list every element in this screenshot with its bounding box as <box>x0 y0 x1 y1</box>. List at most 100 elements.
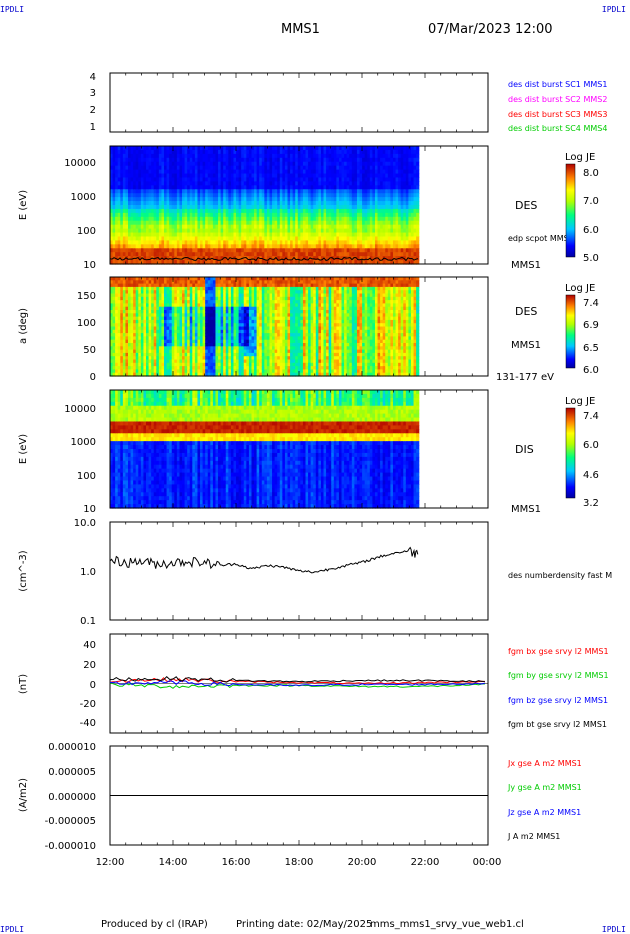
spectrogram-cell <box>182 149 186 155</box>
spectrogram-cell <box>133 339 137 344</box>
spectrogram-cell <box>205 236 209 241</box>
spectrogram-cell <box>400 260 404 265</box>
spectrogram-cell <box>133 216 137 222</box>
spectrogram-cell <box>251 161 255 167</box>
spectrogram-cell <box>112 310 116 314</box>
spectrogram-cell <box>143 149 147 155</box>
spectrogram-cell <box>169 185 173 190</box>
spectrogram-cell <box>300 197 304 202</box>
spectrogram-cell <box>151 343 155 347</box>
spectrogram-cell <box>122 349 127 354</box>
spectrogram-cell <box>148 165 152 171</box>
spectrogram-cell <box>164 244 168 249</box>
spectrogram-cell <box>416 185 420 190</box>
spectrogram-cell <box>382 149 386 155</box>
spectrogram-cell <box>200 181 204 186</box>
spectrogram-cell <box>135 303 139 308</box>
spectrogram-cell <box>140 316 145 321</box>
spectrogram-cell <box>349 224 353 230</box>
spectrogram-cell <box>115 283 119 288</box>
spectrogram-cell <box>128 349 132 354</box>
spectrogram-cell <box>336 216 340 222</box>
spectrogram-cell <box>323 193 327 198</box>
spectrogram-cell <box>380 205 384 210</box>
spectrogram-cell <box>112 216 116 222</box>
spectrogram-cell <box>225 220 229 226</box>
spectrogram-cell <box>148 323 152 328</box>
spectrogram-cell <box>236 212 240 218</box>
spectrogram-cell <box>279 228 283 234</box>
spectrogram-cell <box>122 303 127 308</box>
spectrogram-cell <box>171 310 175 314</box>
spectrogram-cell <box>182 173 186 179</box>
spectrogram-cell <box>326 201 330 206</box>
spectrogram-cell <box>220 256 224 261</box>
spectrogram-cell <box>269 248 273 253</box>
spectrogram-cell <box>302 244 307 249</box>
spectrogram-cell <box>246 181 250 186</box>
spectrogram-cell <box>369 185 373 190</box>
spectrogram-cell <box>395 169 399 175</box>
spectrogram-cell <box>269 173 273 179</box>
spectrogram-cell <box>254 220 258 226</box>
spectrogram-cell <box>248 240 253 245</box>
spectrogram-cell <box>372 260 376 265</box>
spectrogram-cell <box>171 228 175 234</box>
spectrogram-cell <box>356 185 361 190</box>
spectrogram-cell <box>331 201 335 206</box>
spectrogram-cell <box>164 280 168 285</box>
spectrogram-cell <box>207 153 211 159</box>
spectrogram-cell <box>128 290 132 295</box>
spectrogram-cell <box>251 201 255 206</box>
spectrogram-cell <box>333 193 337 198</box>
spectrogram-cell <box>362 165 366 171</box>
spectrogram-cell <box>259 165 263 171</box>
spectrogram-cell <box>380 197 384 202</box>
spectrogram-cell <box>259 220 263 226</box>
spectrogram-cell <box>138 232 142 238</box>
spectrogram-cell <box>269 177 273 182</box>
spectrogram-cell <box>128 319 132 324</box>
spectrogram-cell <box>295 161 299 167</box>
spectrogram-cell <box>151 201 155 206</box>
spectrogram-cell <box>349 181 353 186</box>
page-title: MMS1 <box>281 22 320 37</box>
spectrogram-cell <box>133 240 137 245</box>
spectrogram-cell <box>385 189 389 194</box>
spectrogram-cell <box>236 228 240 234</box>
spectrogram-cell <box>179 153 183 159</box>
spectrogram-cell <box>359 157 363 163</box>
spectrogram-cell <box>220 205 224 210</box>
spectrogram-cell <box>284 157 289 163</box>
spectrogram-cell <box>110 277 114 281</box>
spectrogram-cell <box>292 197 296 202</box>
spectrogram-cell <box>169 372 173 377</box>
spectrogram-cell <box>192 290 196 295</box>
spectrogram-cell <box>161 181 165 186</box>
spectrogram-cell <box>200 329 204 334</box>
spectrogram-cell <box>369 201 373 206</box>
spectrogram-cell <box>176 165 181 171</box>
spectrogram-cell <box>349 244 353 249</box>
spectrogram-cell <box>266 201 271 206</box>
spectrogram-cell <box>408 228 412 234</box>
spectrogram-cell <box>403 256 407 261</box>
spectrogram-cell <box>146 359 150 364</box>
spectrogram-cell <box>156 283 160 288</box>
spectrogram-cell <box>374 173 379 179</box>
spectrogram-cell <box>202 323 206 328</box>
spectrogram-cell <box>122 343 127 347</box>
spectrogram-cell <box>184 252 188 257</box>
spectrogram-cell <box>341 161 345 167</box>
spectrogram-cell <box>205 153 209 159</box>
spectrogram-cell <box>202 296 206 301</box>
spectrogram-cell <box>308 181 312 186</box>
spectrogram-cell <box>300 216 304 222</box>
spectrogram-cell <box>212 339 217 344</box>
spectrogram-cell <box>413 228 417 234</box>
spectrogram-cell <box>390 197 394 202</box>
spectrogram-cell <box>125 216 129 222</box>
spectrogram-cell <box>380 240 384 245</box>
spectrogram-cell <box>156 236 160 241</box>
spectrogram-cell <box>148 244 152 249</box>
